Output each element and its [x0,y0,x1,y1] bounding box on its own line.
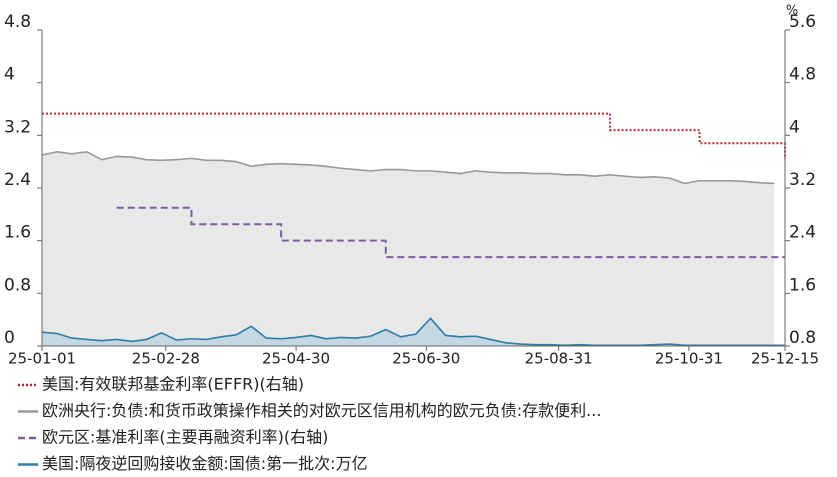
y2-tick-label: 4.8 [789,65,816,85]
y-tick-label: 4.8 [4,12,31,32]
y-tick-label: 2.4 [4,170,31,190]
y-tick-label: 0.8 [4,275,31,295]
y-tick-label: 1.6 [4,223,31,243]
x-tick-label: 25-06-30 [392,350,460,368]
series-line [41,150,775,185]
series-line [116,206,785,259]
y2-tick-label: 2.4 [789,223,816,243]
legend-label: 欧洲央行:负债:和货币政策操作相关的对欧元区信用机构的欧元负债:存款便利... [42,401,601,420]
y-tick-label: 4 [4,65,15,85]
series-line [41,317,785,347]
legend-label: 欧元区:基准利率(主要再融资利率)(右轴) [42,428,328,447]
legend-label: 美国:有效联邦基金利率(EFFR)(右轴) [42,375,304,394]
y2-tick-label: 1.6 [789,275,816,295]
y2-tick-label: 5.6 [789,12,816,32]
y-tick-label: 0 [4,328,15,348]
y2-tick-label: 0.8 [789,328,816,348]
x-tick-label: 25-01-01 [8,350,76,368]
series-area [42,318,785,346]
x-tick-label: 25-08-31 [525,350,593,368]
x-tick-label: 25-12-15 [751,350,819,368]
series-area [42,151,775,346]
x-tick-label: 25-02-28 [132,350,200,368]
y2-unit: % [786,4,798,19]
legend-label: 美国:隔夜逆回购接收金额:国债:第一批次:万亿 [42,454,368,473]
x-tick-label: 25-10-31 [655,350,723,368]
y2-tick-label: 4 [789,117,800,137]
x-tick-label: 25-04-30 [262,350,330,368]
y-tick-label: 3.2 [4,117,31,137]
series-line [42,112,786,160]
y2-tick-label: 3.2 [789,170,816,190]
